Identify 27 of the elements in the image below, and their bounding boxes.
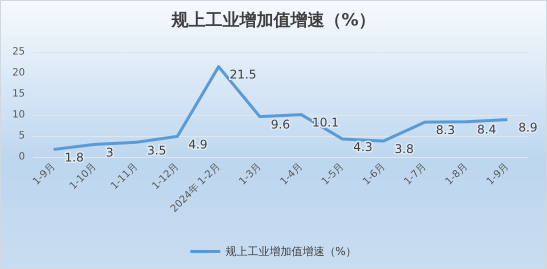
x-tick-label: 1-9月 bbox=[31, 161, 58, 188]
data-label: 21.5 bbox=[230, 68, 256, 82]
data-label: 3.8 bbox=[394, 142, 414, 156]
data-label: 8.9 bbox=[518, 120, 538, 135]
legend-label: 规上工业增加值增速（%） bbox=[225, 245, 357, 258]
x-tick-label: 1-3月 bbox=[237, 161, 264, 188]
data-label: 8.3 bbox=[436, 123, 455, 138]
data-label: 1.8 bbox=[64, 150, 84, 164]
x-tick-label: 1-8月 bbox=[444, 161, 470, 188]
chart-title: 规上工业增加值增速（%） bbox=[170, 10, 376, 30]
x-tick-label: 1-7月 bbox=[402, 161, 429, 188]
y-tick-label: 15 bbox=[12, 88, 25, 100]
x-tick-label: 1-5月 bbox=[320, 161, 346, 188]
x-tick-label: 1-4月 bbox=[278, 161, 306, 188]
y-tick-label: 0 bbox=[18, 152, 25, 162]
y-tick-label: 20 bbox=[12, 68, 25, 78]
x-tick-label: 1-6月 bbox=[361, 161, 388, 188]
data-label: 4.3 bbox=[353, 140, 372, 154]
data-label: 3 bbox=[106, 145, 114, 160]
data-label: 8.4 bbox=[477, 122, 496, 137]
y-tick-label: 5 bbox=[18, 130, 25, 142]
y-tick-label: 25 bbox=[12, 46, 25, 58]
data-label: 9.6 bbox=[270, 118, 290, 132]
data-label: 4.9 bbox=[188, 137, 208, 152]
x-tick-label: 1-9月 bbox=[484, 161, 512, 188]
data-label: 3.5 bbox=[147, 143, 166, 158]
y-tick-label: 10 bbox=[12, 110, 25, 120]
